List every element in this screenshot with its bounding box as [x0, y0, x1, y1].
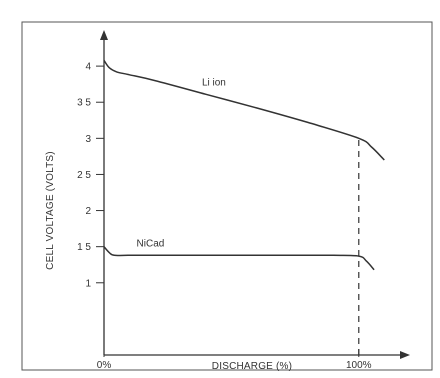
- y-axis-title: CELL VOLTAGE (VOLTS): [45, 151, 56, 270]
- labels: Li ion NiCad DISCHARGE (%) CELL VOLTAGE (VO…: [45, 77, 292, 372]
- chart-frame: [21, 21, 433, 371]
- y-tick-label: 3: [85, 134, 91, 145]
- y-tick-label: 1: [85, 278, 91, 289]
- x-tick-label: 100%: [346, 360, 372, 371]
- series-label-nicad: NiCad: [137, 238, 165, 249]
- series-line-nicad: [103, 246, 375, 271]
- ticks: 1 1 5 2 2 5 3 3 5 4 0% 100%: [77, 62, 372, 371]
- y-axis-arrow: [100, 30, 108, 40]
- series-label-li-ion: Li ion: [202, 77, 226, 88]
- series-line-li-ion: [103, 59, 385, 161]
- y-tick-label: 4: [85, 62, 91, 73]
- y-tick-label: 2 5: [77, 170, 91, 181]
- axes: [100, 30, 410, 359]
- y-tick-label: 2: [85, 206, 91, 217]
- x-axis-arrow: [400, 351, 410, 359]
- series-group: [103, 59, 385, 271]
- x-tick-label: 0%: [97, 360, 112, 371]
- y-tick-label: 1 5: [77, 242, 91, 253]
- y-tick-label: 3 5: [77, 98, 91, 109]
- x-axis-title: DISCHARGE (%): [212, 361, 292, 372]
